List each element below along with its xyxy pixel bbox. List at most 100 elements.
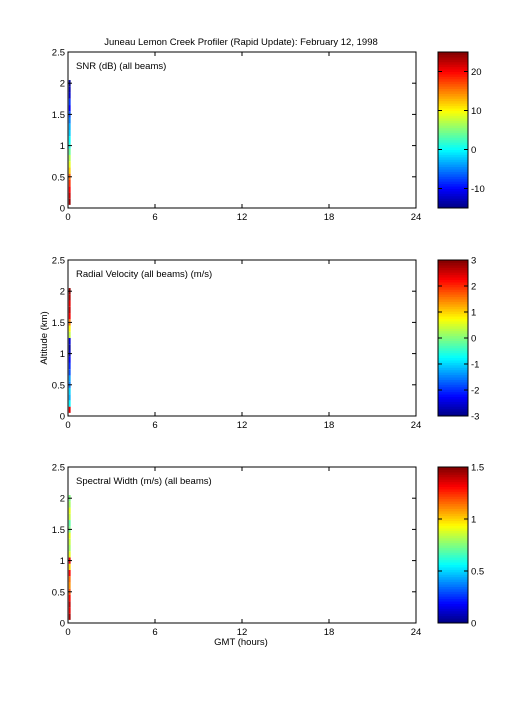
colorbar-cell xyxy=(438,549,468,553)
panel-title: Radial Velocity (all beams) (m/s) xyxy=(76,269,212,280)
colorbar-cell xyxy=(438,328,468,332)
colorbar-cell xyxy=(438,190,468,194)
colorbar-cell xyxy=(438,338,468,341)
colorbar-cell xyxy=(438,203,468,207)
colorbar-cell xyxy=(438,88,468,92)
colorbar-cell xyxy=(438,342,468,346)
colorbar-cell xyxy=(438,301,468,305)
colorbar-tick-label: 1 xyxy=(471,308,476,319)
colorbar-cell xyxy=(438,554,468,558)
data-cell xyxy=(68,98,71,106)
colorbar-cell xyxy=(438,369,468,373)
colorbar-cell xyxy=(438,178,468,182)
data-cell xyxy=(68,148,71,155)
data-cell xyxy=(68,154,71,162)
colorbar-cell xyxy=(438,552,468,556)
data-cell xyxy=(68,387,71,395)
data-cell xyxy=(68,179,71,187)
colorbar-cell xyxy=(438,557,468,561)
colorbar-cell xyxy=(438,195,468,199)
data-cell xyxy=(68,344,71,351)
data-cell xyxy=(68,331,71,338)
data-cell xyxy=(68,375,71,382)
x-tick-label: 24 xyxy=(411,627,422,638)
colorbar-cell xyxy=(438,64,468,68)
colorbar-tick-label: 2 xyxy=(471,282,476,293)
colorbar-tick-label: 0 xyxy=(471,145,476,156)
colorbar-cell xyxy=(438,112,468,116)
data-cell xyxy=(68,338,71,345)
colorbar-cell xyxy=(438,586,468,590)
data-cell xyxy=(68,313,71,320)
data-cell xyxy=(68,294,71,301)
x-tick-label: 12 xyxy=(237,212,248,223)
colorbar-cell xyxy=(438,171,468,175)
data-cell xyxy=(68,161,71,168)
colorbar-cell xyxy=(438,508,468,512)
x-tick-label: 6 xyxy=(152,627,157,638)
colorbar-cell xyxy=(438,564,468,568)
data-cell xyxy=(68,362,71,370)
x-tick-label: 12 xyxy=(237,420,248,431)
colorbar-cell xyxy=(438,598,468,602)
colorbar-cell xyxy=(438,91,468,94)
colorbar-tick-label: 10 xyxy=(471,106,482,117)
colorbar-cell xyxy=(438,316,468,319)
colorbar-cell xyxy=(438,303,468,307)
colorbar-cell xyxy=(438,576,468,580)
colorbar-cell xyxy=(438,488,468,492)
colorbar-cell xyxy=(438,59,468,63)
colorbar-cell xyxy=(438,299,468,302)
colorbar-cell xyxy=(438,498,468,502)
y-tick-label: 0.5 xyxy=(52,587,65,598)
figure-xlabel: GMT (hours) xyxy=(214,637,268,648)
colorbar-tick-label: 0 xyxy=(471,334,476,345)
figure-title: Juneau Lemon Creek Profiler (Rapid Updat… xyxy=(104,37,378,48)
colorbar-cell xyxy=(438,496,468,500)
colorbar-cell xyxy=(438,294,468,298)
colorbar-cell xyxy=(438,166,468,170)
colorbar-cell xyxy=(438,54,468,58)
x-tick-label: 24 xyxy=(411,212,422,223)
colorbar-cell xyxy=(438,200,468,204)
colorbar-cell xyxy=(438,362,468,366)
colorbar-cell xyxy=(438,286,468,290)
colorbar-cell xyxy=(438,147,468,150)
colorbar-cell xyxy=(438,620,468,624)
colorbar-cell xyxy=(438,398,468,402)
colorbar-cell xyxy=(438,269,468,273)
y-tick-label: 0 xyxy=(60,204,65,215)
y-tick-label: 1 xyxy=(60,349,65,360)
colorbar-cell xyxy=(438,323,468,327)
x-tick-label: 6 xyxy=(152,212,157,223)
colorbar-cell xyxy=(438,142,468,146)
colorbar-cell xyxy=(438,613,468,617)
colorbar-cell xyxy=(438,154,468,158)
colorbar-cell xyxy=(438,181,468,185)
data-cell xyxy=(68,607,71,614)
data-cell xyxy=(68,105,71,112)
colorbar-cell xyxy=(438,156,468,160)
colorbar-cell xyxy=(438,144,468,148)
colorbar-cell xyxy=(438,159,468,163)
colorbar-cell xyxy=(438,169,468,172)
colorbar-tick-label: 0.5 xyxy=(471,567,484,578)
data-cell xyxy=(68,545,71,552)
colorbar-cell xyxy=(438,615,468,619)
x-tick-label: 12 xyxy=(237,627,248,638)
colorbar-cell xyxy=(438,364,468,368)
colorbar-cell xyxy=(438,537,468,541)
y-tick-label: 2 xyxy=(60,494,65,505)
panel-title: SNR (dB) (all beams) xyxy=(76,61,166,72)
colorbar-cell xyxy=(438,559,468,563)
data-cell xyxy=(68,86,71,93)
colorbar-cell xyxy=(438,76,468,80)
plot-area xyxy=(68,260,416,416)
colorbar-cell xyxy=(438,523,468,526)
data-cell xyxy=(68,356,71,363)
colorbar-cell xyxy=(438,289,468,293)
figure-ylabel: Altitude (km) xyxy=(39,311,50,364)
colorbar-cell xyxy=(438,352,468,356)
colorbar-cell xyxy=(438,139,468,143)
colorbar-cell xyxy=(438,350,468,354)
